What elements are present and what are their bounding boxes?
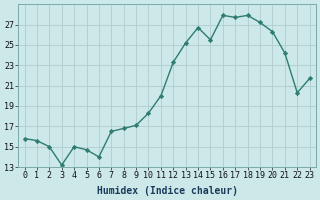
X-axis label: Humidex (Indice chaleur): Humidex (Indice chaleur) [97, 186, 237, 196]
